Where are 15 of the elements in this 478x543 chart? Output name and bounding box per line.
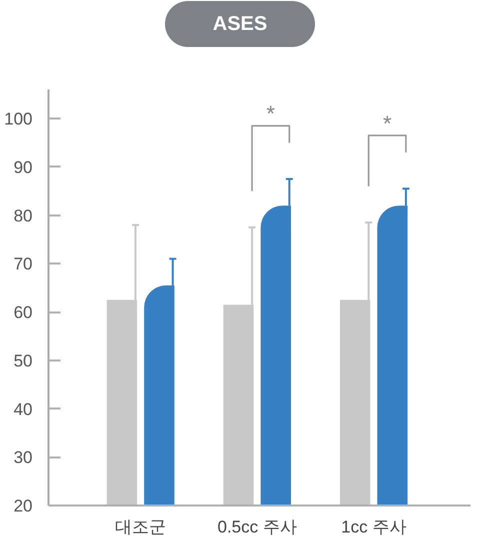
x-tick-label: 0.5cc 주사 [217,518,297,536]
y-tick-label: 70 [14,254,33,274]
y-tick-label: 60 [14,303,33,322]
y-tick-label: 40 [14,400,33,419]
x-tick-label: 1cc 주사 [341,518,406,536]
y-tick-label: 100 [4,110,33,129]
annotation: * [266,101,276,126]
y-tick-label: 30 [14,448,33,468]
chart-title: ASES [165,1,315,47]
annotation: * [382,110,392,136]
y-tick-label: 50 [14,351,33,370]
y-tick-label: 20 [14,496,33,516]
y-tick-label: 90 [14,158,33,177]
x-tick-label: 대조군 [115,518,166,536]
y-tick-label: 80 [14,206,33,226]
